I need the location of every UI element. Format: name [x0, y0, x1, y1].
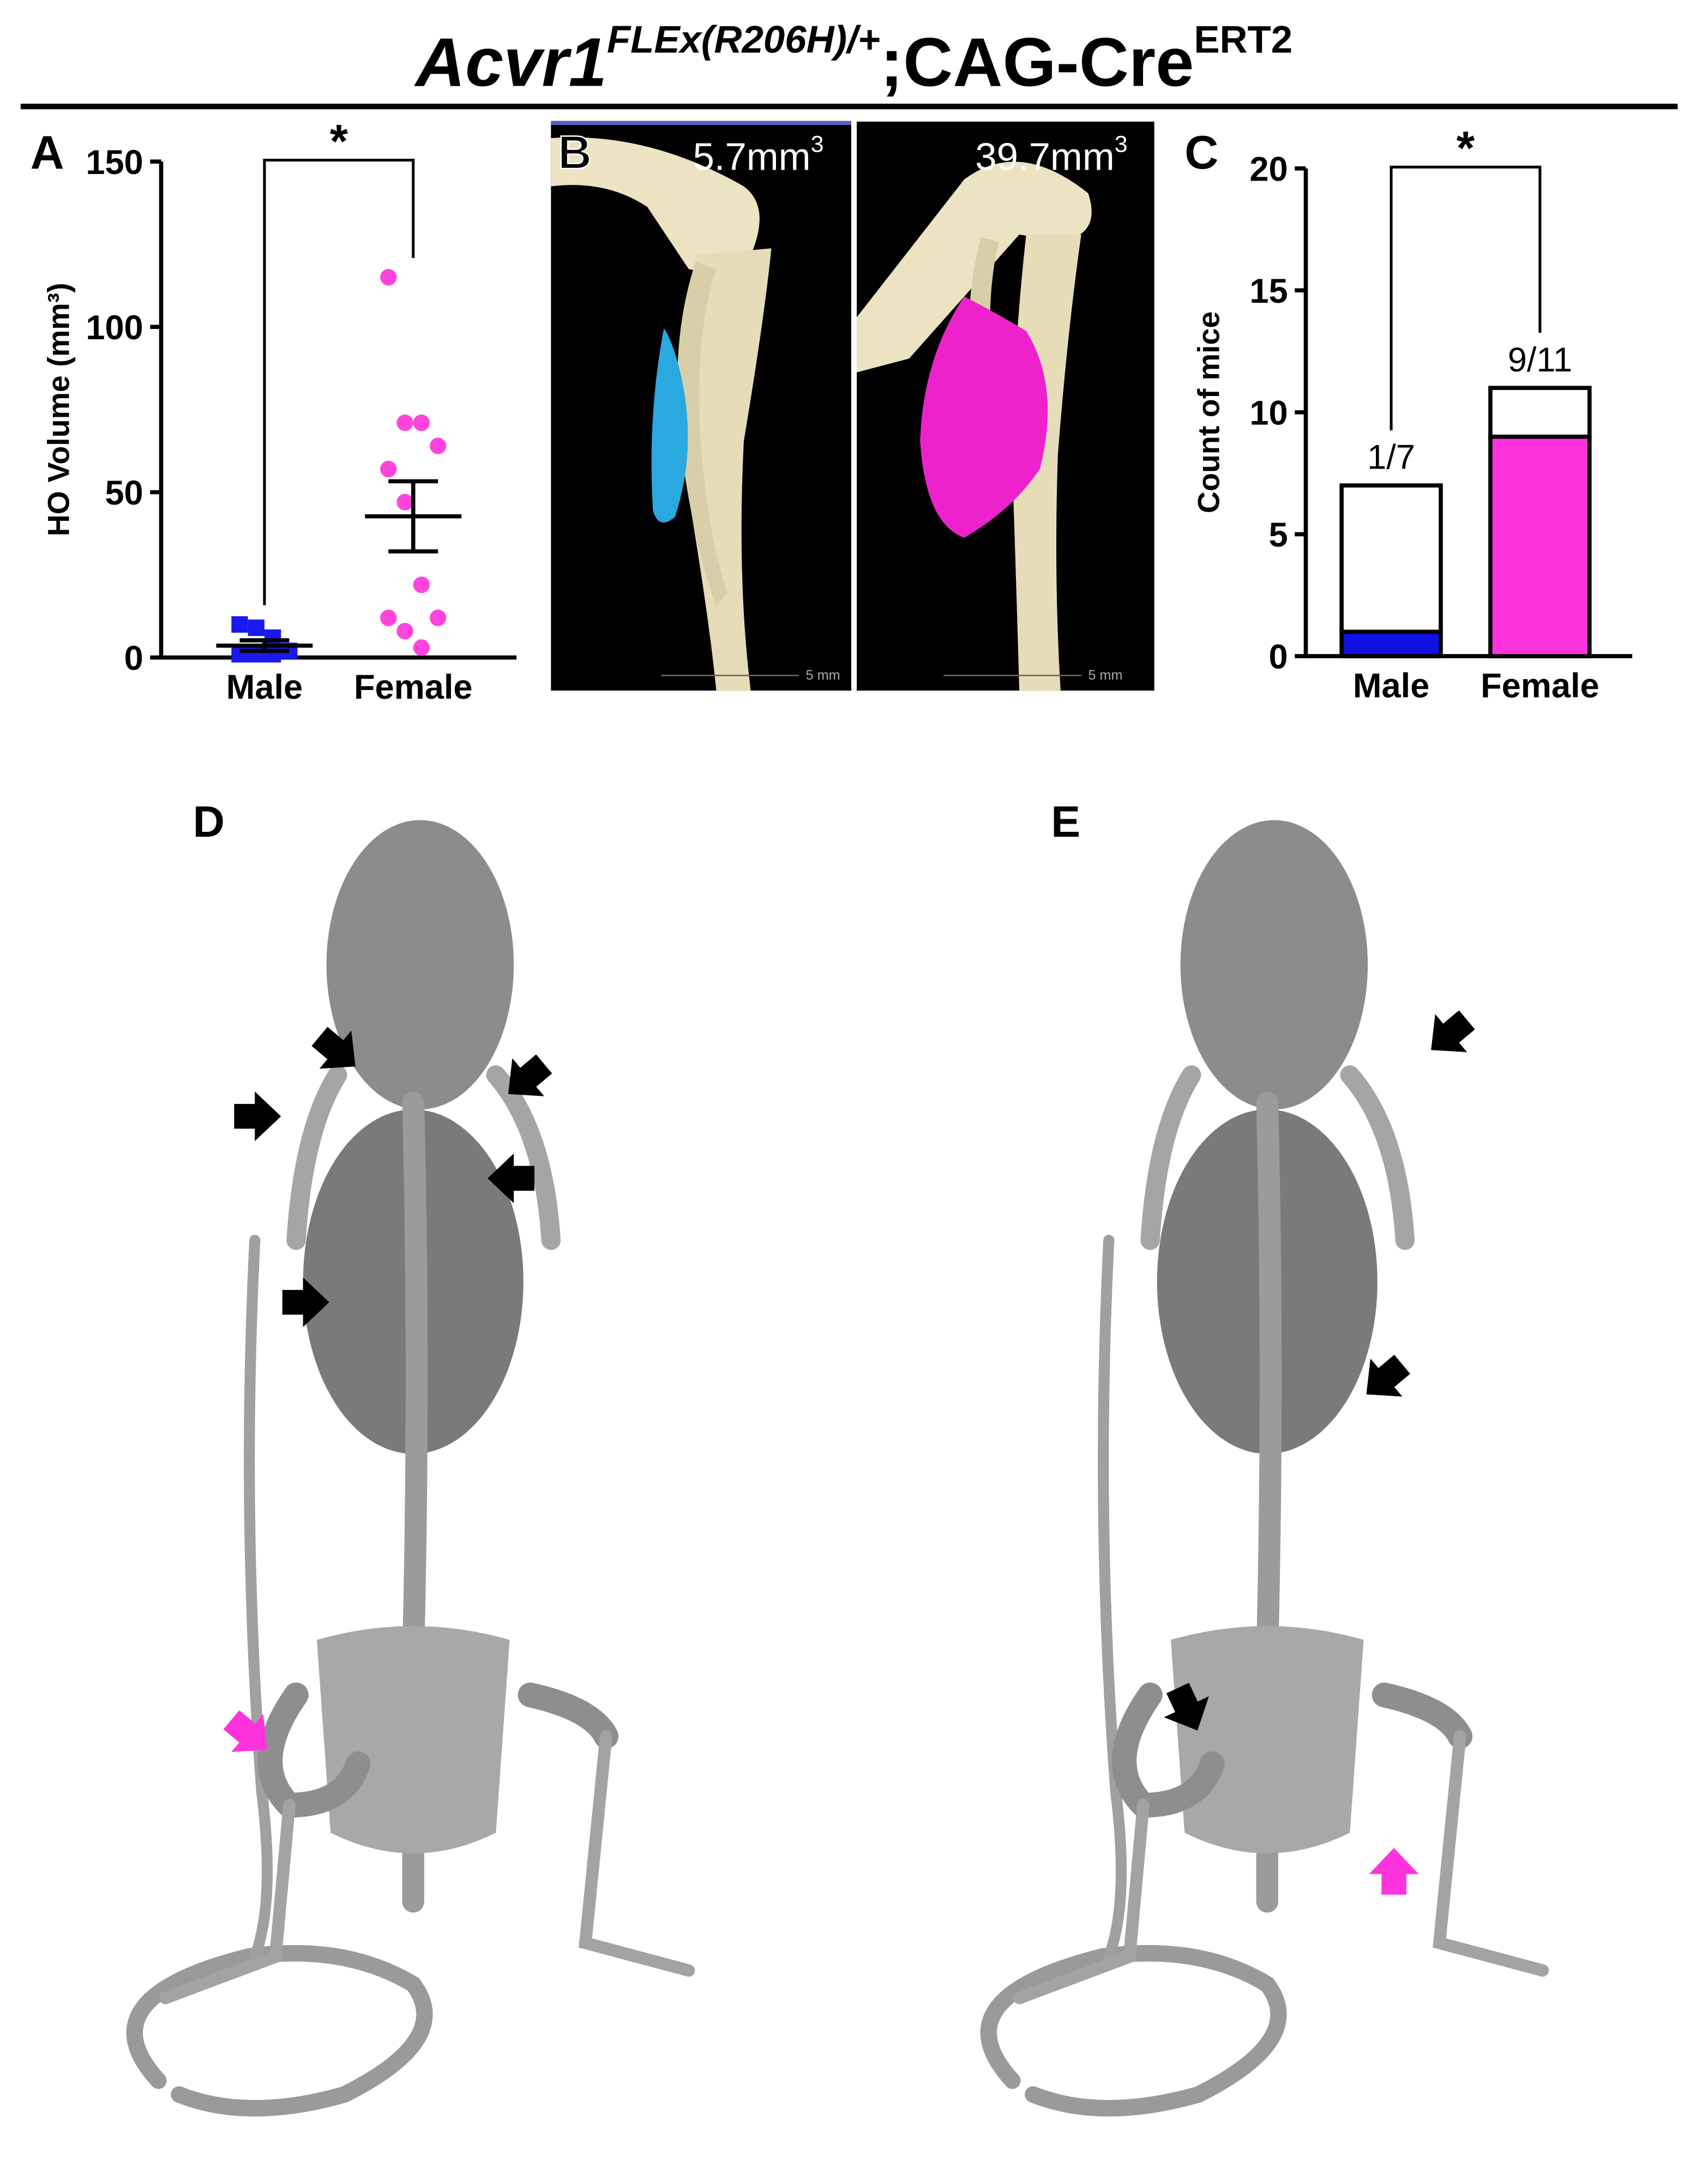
volume-label: 5.7mm3 — [693, 131, 823, 178]
significance-bracket — [1390, 165, 1542, 430]
significance-label: * — [330, 116, 348, 168]
data-point — [248, 619, 264, 637]
panel-label: E — [1051, 797, 1080, 847]
data-point — [264, 629, 281, 646]
data-point — [396, 414, 413, 431]
arrow — [234, 1091, 281, 1142]
data-point — [413, 576, 430, 593]
title-driver: ;CAG-Cre — [880, 23, 1194, 100]
data-point — [396, 622, 413, 640]
ho-lesion — [651, 328, 688, 523]
bone — [551, 137, 760, 271]
title-gene: Acvr1 — [414, 23, 607, 100]
arrow — [1369, 1847, 1419, 1895]
bar — [1488, 434, 1592, 658]
bone — [683, 248, 772, 691]
y-tick-label: 15 — [1249, 272, 1288, 310]
y-tick-label: 0 — [124, 639, 143, 677]
data-point — [264, 646, 281, 663]
significance-label: * — [1457, 122, 1475, 175]
data-point — [413, 414, 430, 431]
y-tick-label: 150 — [86, 143, 143, 182]
volume-sup: 3 — [811, 131, 824, 158]
bar — [1339, 483, 1443, 634]
figure-title: Acvr1FLEx(R206H)/+;CAG-CreERT2 — [414, 18, 1292, 101]
data-point — [248, 646, 264, 663]
y-axis-label: HO Volume (mm³) — [41, 283, 75, 536]
skeleton-image — [135, 820, 689, 2109]
title-driver-sup: ERT2 — [1194, 18, 1292, 61]
data-point — [413, 639, 430, 656]
y-tick-label: 10 — [1249, 394, 1288, 433]
y-tick-label: 0 — [1269, 638, 1288, 676]
data-point — [430, 609, 447, 626]
y-tick-label: 20 — [1249, 151, 1288, 189]
significance-bracket — [263, 159, 415, 605]
y-tick-label: 100 — [86, 309, 143, 347]
y-axis-label: Count of mice — [1192, 311, 1225, 513]
bone — [857, 161, 1092, 373]
bar — [1339, 629, 1443, 658]
data-point — [380, 269, 397, 286]
data-point — [231, 616, 248, 633]
panel-label: D — [193, 797, 225, 847]
volume-text: 5.7mm — [693, 135, 810, 178]
volume-label: 39.7mm3 — [975, 131, 1127, 178]
arrow — [1415, 1000, 1483, 1069]
data-point — [231, 646, 248, 663]
data-point — [380, 460, 397, 478]
value-label: 1/7 — [1367, 439, 1415, 477]
panel-label: B — [558, 127, 592, 179]
scale-label: 5 mm — [1088, 668, 1122, 683]
bone — [677, 262, 727, 607]
panel-label: C — [1184, 127, 1218, 179]
volume-sup: 3 — [1115, 131, 1128, 158]
x-tick-label: Male — [226, 668, 303, 706]
scale-label: 5 mm — [806, 668, 840, 683]
volume-text: 39.7mm — [975, 135, 1114, 178]
data-point — [430, 437, 447, 454]
ho-lesion — [920, 296, 1048, 538]
bar — [1488, 386, 1592, 439]
x-tick-label: Female — [354, 668, 473, 706]
x-tick-label: Female — [1481, 667, 1599, 705]
panel-b: 5 mm 5 mm B 5.7mm3 39.7mm3 — [551, 121, 1154, 691]
y-tick-label: 50 — [105, 474, 143, 512]
data-point — [380, 609, 397, 626]
y-tick-label: 5 — [1269, 516, 1288, 554]
x-tick-label: Male — [1353, 667, 1429, 705]
data-point — [396, 494, 413, 511]
value-label: 9/11 — [1508, 341, 1572, 379]
title-allele: FLEx(R206H)/+ — [607, 18, 880, 61]
panel-label: A — [31, 127, 64, 179]
